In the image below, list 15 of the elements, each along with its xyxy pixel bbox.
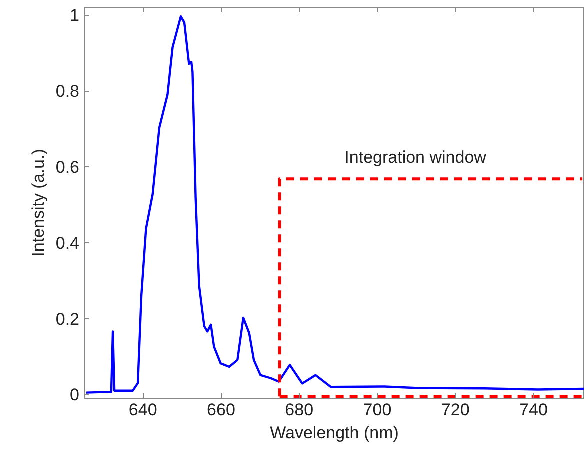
y-tick-label: 0.2 (56, 310, 80, 329)
x-tick-label: 680 (285, 400, 314, 420)
y-axis-title: Intensity (a.u.) (28, 149, 48, 257)
y-tick-label: 0 (70, 386, 80, 405)
x-tick-label: 640 (128, 400, 158, 420)
x-tick-label: 700 (363, 400, 392, 420)
annotation: Integration window (344, 148, 488, 168)
y-tick-label: 1 (70, 6, 80, 26)
x-tick-label: 720 (441, 400, 470, 420)
y-tick-label: 0.6 (56, 158, 80, 177)
x-tick-label: 740 (520, 400, 548, 420)
y-tick-label: 0.8 (56, 82, 80, 102)
x-axis-title: Wavelength (nm) (270, 424, 399, 442)
x-tick-label: 660 (207, 400, 236, 420)
y-tick-label: 0.4 (56, 234, 80, 253)
